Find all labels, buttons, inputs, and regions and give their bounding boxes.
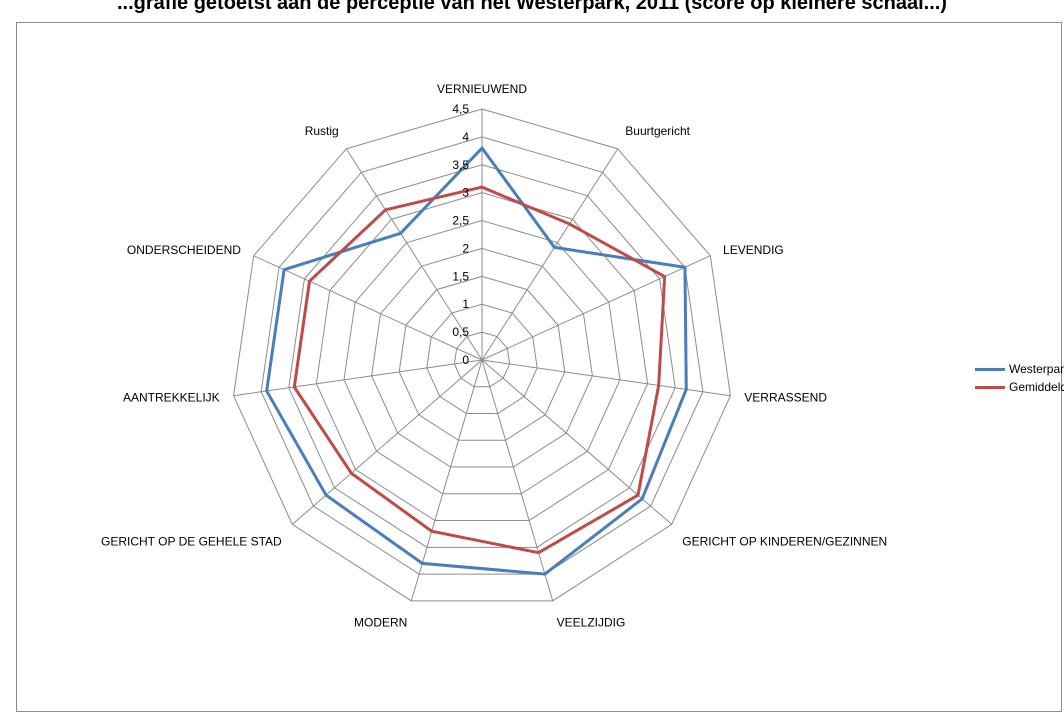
grid-spoke <box>481 255 711 361</box>
radial-tick-label: 3 <box>462 186 469 200</box>
radar-grid <box>233 108 731 602</box>
radial-tick-label: 1 <box>462 297 469 311</box>
radar-series <box>265 145 688 576</box>
grid-ring <box>371 247 593 468</box>
grid-ring <box>288 164 676 548</box>
grid-spoke <box>345 148 483 361</box>
grid-ring <box>315 192 649 522</box>
grid-ring <box>426 303 538 415</box>
radial-tick-labels: 0 0,5 1 1,5 2 2,5 3 3,5 4 4,5 <box>452 102 469 367</box>
series-line-gemiddeld <box>292 185 667 555</box>
grid-ring <box>398 275 566 441</box>
radar-chart: 0 0,5 1 1,5 2 2,5 3 3,5 4 4,5 VERNIEUWEND Buurtger… <box>101 82 887 629</box>
legend-line-swatch <box>975 385 1005 389</box>
legend-item: Westerpark <box>975 360 1064 378</box>
grid-spoke <box>253 255 483 361</box>
category-label: Buurtgericht <box>625 124 690 138</box>
grid-spoke <box>481 359 673 525</box>
category-label: VERNIEUWEND <box>437 82 527 96</box>
grid-ring <box>233 108 731 602</box>
series-line-westerpark <box>265 145 688 576</box>
radial-tick-label: 2,5 <box>452 214 469 228</box>
radial-tick-label: 4 <box>462 130 469 144</box>
chart-area: 0 0,5 1 1,5 2 2,5 3 3,5 4 4,5 VERNIEUWEND Buurtger… <box>16 22 1064 712</box>
legend-item: Gemiddeld <box>975 378 1064 396</box>
radial-tick-label: 3,5 <box>452 158 469 172</box>
radial-tick-label: 4,5 <box>452 102 469 116</box>
grid-spoke <box>410 359 483 601</box>
category-label: VERRASSEND <box>744 391 827 405</box>
radial-tick-label: 0,5 <box>452 325 469 339</box>
category-labels: VERNIEUWEND Buurtgericht LEVENDIG VERRASSEN… <box>101 82 887 629</box>
category-label: Rustig <box>305 124 339 138</box>
category-label: AANTREKKELIJK <box>123 391 220 405</box>
legend-label: Gemiddeld <box>1009 380 1064 394</box>
grid-spoke <box>291 359 483 525</box>
category-label: MODERN <box>354 615 407 629</box>
radial-tick-label: 1,5 <box>452 269 469 283</box>
category-label: ONDERSCHEIDEND <box>127 243 241 257</box>
grid-ring <box>343 220 621 495</box>
grid-spoke <box>481 359 554 601</box>
category-label: LEVENDIG <box>723 243 784 257</box>
grid-spoke <box>481 359 731 397</box>
chart-title: ...grafie getoetst aan de perceptie van … <box>117 0 947 14</box>
category-label: VEELZIJDIG <box>557 615 626 629</box>
radial-tick-label: 2 <box>462 241 469 255</box>
category-label: GERICHT OP DE GEHELE STAD <box>101 535 282 549</box>
legend: Westerpark Gemiddeld <box>975 360 1064 396</box>
grid-spoke <box>233 359 483 397</box>
radial-tick-label: 0 <box>462 353 469 367</box>
legend-line-swatch <box>975 367 1005 371</box>
grid-ring <box>260 136 704 575</box>
category-label: GERICHT OP KINDEREN/GEZINNEN <box>682 535 887 549</box>
grid-ring <box>453 331 511 388</box>
grid-spoke <box>481 148 619 361</box>
legend-label: Westerpark <box>1009 362 1064 376</box>
